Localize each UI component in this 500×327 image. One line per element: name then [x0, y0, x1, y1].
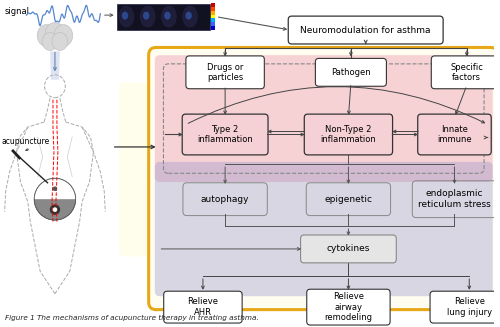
Circle shape: [52, 207, 58, 212]
Text: Pathogen: Pathogen: [331, 68, 370, 77]
Text: acupuncture: acupuncture: [2, 137, 50, 146]
FancyBboxPatch shape: [182, 114, 268, 155]
FancyBboxPatch shape: [306, 289, 390, 325]
FancyBboxPatch shape: [418, 114, 491, 155]
Circle shape: [50, 204, 60, 215]
FancyBboxPatch shape: [316, 59, 386, 86]
Circle shape: [34, 178, 76, 220]
Text: Relieve
AHR: Relieve AHR: [188, 298, 218, 317]
Ellipse shape: [119, 6, 134, 27]
Text: endoplasmic
reticulum stress: endoplasmic reticulum stress: [418, 189, 491, 209]
FancyBboxPatch shape: [155, 162, 492, 296]
Text: Figure 1 The mechanisms of acupuncture therapy in treating asthma.: Figure 1 The mechanisms of acupuncture t…: [4, 315, 258, 321]
FancyBboxPatch shape: [148, 47, 498, 310]
Ellipse shape: [182, 6, 198, 27]
Text: cytokines: cytokines: [326, 244, 370, 253]
Ellipse shape: [162, 6, 176, 27]
Ellipse shape: [122, 12, 128, 20]
Ellipse shape: [140, 6, 155, 27]
FancyBboxPatch shape: [430, 291, 500, 323]
Ellipse shape: [52, 32, 68, 50]
Circle shape: [50, 183, 60, 194]
Circle shape: [52, 186, 58, 191]
Ellipse shape: [37, 25, 56, 46]
Polygon shape: [50, 51, 60, 80]
Ellipse shape: [45, 23, 65, 44]
Text: Neuromodulation for asthma: Neuromodulation for asthma: [300, 26, 431, 35]
Text: epigenetic: epigenetic: [324, 195, 372, 204]
Ellipse shape: [42, 32, 58, 50]
Text: Drugs or
particles: Drugs or particles: [207, 63, 244, 82]
Text: Relieve
lung injury: Relieve lung injury: [446, 298, 492, 317]
Text: signal: signal: [4, 7, 29, 16]
Bar: [212, 22, 215, 26]
FancyBboxPatch shape: [116, 4, 210, 29]
FancyBboxPatch shape: [288, 16, 443, 44]
Ellipse shape: [164, 12, 170, 20]
FancyBboxPatch shape: [432, 56, 500, 89]
FancyBboxPatch shape: [186, 56, 264, 89]
Bar: [212, 11, 215, 15]
Bar: [212, 3, 215, 7]
Text: autophagy: autophagy: [201, 195, 250, 204]
Text: Type 2
inflammation: Type 2 inflammation: [197, 125, 253, 144]
FancyBboxPatch shape: [155, 55, 492, 182]
Bar: [212, 26, 215, 29]
Text: Relieve
airway
remodeling: Relieve airway remodeling: [324, 292, 372, 322]
FancyBboxPatch shape: [119, 82, 203, 256]
FancyBboxPatch shape: [164, 291, 242, 323]
Text: Innate
immune: Innate immune: [437, 125, 472, 144]
Text: Non-Type 2
inflammation: Non-Type 2 inflammation: [320, 125, 376, 144]
Wedge shape: [34, 178, 76, 199]
Ellipse shape: [186, 12, 192, 20]
Text: Specific
factors: Specific factors: [450, 63, 483, 82]
Bar: [212, 18, 215, 22]
Bar: [212, 15, 215, 18]
Ellipse shape: [54, 25, 72, 46]
FancyBboxPatch shape: [300, 235, 396, 263]
Bar: [212, 7, 215, 11]
Ellipse shape: [143, 12, 150, 20]
FancyBboxPatch shape: [304, 114, 392, 155]
